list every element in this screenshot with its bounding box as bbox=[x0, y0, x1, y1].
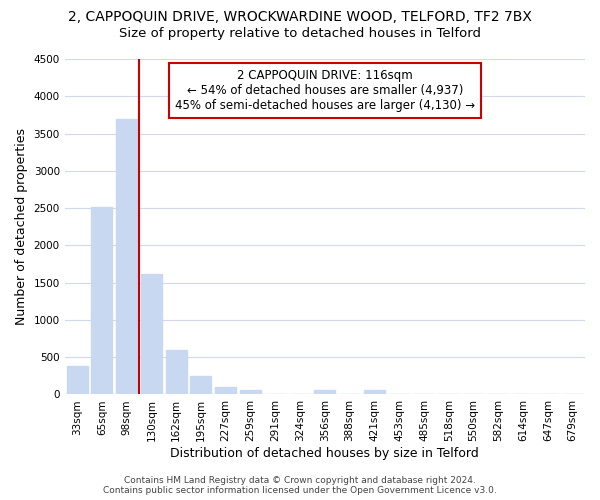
Bar bbox=[190, 376, 211, 394]
Text: 2 CAPPOQUIN DRIVE: 116sqm
← 54% of detached houses are smaller (4,937)
45% of se: 2 CAPPOQUIN DRIVE: 116sqm ← 54% of detac… bbox=[175, 69, 475, 112]
Bar bbox=[116, 118, 137, 394]
Bar bbox=[215, 387, 236, 394]
Y-axis label: Number of detached properties: Number of detached properties bbox=[15, 128, 28, 325]
Bar bbox=[364, 390, 385, 394]
Bar bbox=[240, 390, 261, 394]
Text: Contains HM Land Registry data © Crown copyright and database right 2024.
Contai: Contains HM Land Registry data © Crown c… bbox=[103, 476, 497, 495]
Bar bbox=[91, 208, 112, 394]
Text: Size of property relative to detached houses in Telford: Size of property relative to detached ho… bbox=[119, 28, 481, 40]
Bar bbox=[166, 350, 187, 395]
X-axis label: Distribution of detached houses by size in Telford: Distribution of detached houses by size … bbox=[170, 447, 479, 460]
Text: 2, CAPPOQUIN DRIVE, WROCKWARDINE WOOD, TELFORD, TF2 7BX: 2, CAPPOQUIN DRIVE, WROCKWARDINE WOOD, T… bbox=[68, 10, 532, 24]
Bar bbox=[67, 366, 88, 394]
Bar bbox=[314, 390, 335, 394]
Bar bbox=[141, 274, 162, 394]
